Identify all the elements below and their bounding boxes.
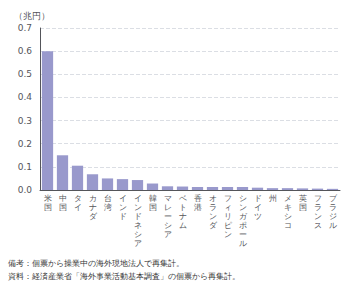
svg-text:ア: ア — [164, 230, 172, 239]
svg-text:シ: シ — [284, 212, 292, 221]
svg-text:シ: シ — [239, 194, 247, 203]
svg-text:国: 国 — [59, 203, 67, 212]
svg-text:イ: イ — [74, 203, 82, 212]
svg-text:ラ: ラ — [209, 203, 217, 212]
svg-text:コ: コ — [284, 221, 292, 230]
svg-text:ネ: ネ — [134, 221, 142, 230]
svg-text:ル: ル — [239, 239, 247, 248]
svg-text:ガ: ガ — [239, 212, 248, 221]
svg-text:ン: ン — [119, 203, 127, 212]
svg-text:キ: キ — [284, 203, 292, 212]
svg-text:0.4: 0.4 — [18, 92, 33, 102]
svg-text:ン: ン — [239, 203, 247, 212]
svg-text:ン: ン — [224, 230, 232, 239]
svg-text:イ: イ — [254, 203, 262, 212]
svg-text:ア: ア — [134, 239, 142, 248]
svg-text:ン: ン — [314, 212, 322, 221]
svg-text:備考：個票から操業中の海外現地法人で再集計。: 備考：個票から操業中の海外現地法人で再集計。 — [8, 259, 184, 268]
svg-text:ベ: ベ — [179, 194, 187, 203]
svg-text:州: 州 — [269, 194, 277, 203]
svg-text:シ: シ — [134, 230, 142, 239]
svg-text:資料：経済産業省「海外事業活動基本調査」の個票から再集計。: 資料：経済産業省「海外事業活動基本調査」の個票から再集計。 — [8, 272, 240, 281]
svg-text:フ: フ — [314, 194, 322, 203]
svg-text:ム: ム — [179, 221, 187, 230]
svg-text:中: 中 — [59, 194, 67, 203]
svg-text:タ: タ — [74, 194, 82, 203]
svg-text:0.6: 0.6 — [18, 46, 33, 56]
svg-text:イ: イ — [134, 194, 142, 203]
svg-text:シ: シ — [164, 221, 172, 230]
svg-text:ポ: ポ — [239, 221, 247, 230]
svg-text:湾: 湾 — [104, 203, 112, 212]
svg-text:0.1: 0.1 — [18, 162, 32, 172]
svg-text:ツ: ツ — [254, 212, 262, 221]
svg-text:レ: レ — [164, 203, 172, 212]
svg-text:ド: ド — [254, 194, 262, 203]
svg-text:ド: ド — [134, 212, 142, 221]
svg-text:ブ: ブ — [329, 194, 338, 203]
svg-text:英: 英 — [299, 194, 307, 203]
svg-text:カ: カ — [89, 194, 97, 203]
svg-text:ダ: ダ — [89, 212, 98, 221]
svg-text:ー: ー — [164, 212, 172, 221]
svg-text:ピ: ピ — [224, 221, 232, 230]
svg-text:フ: フ — [224, 194, 232, 203]
svg-text:ナ: ナ — [89, 203, 97, 212]
svg-text:ラ: ラ — [314, 203, 322, 212]
svg-text:香: 香 — [194, 194, 202, 203]
svg-text:（兆円）: （兆円） — [14, 11, 50, 21]
svg-text:0.7: 0.7 — [18, 23, 32, 33]
svg-text:0.5: 0.5 — [18, 69, 32, 79]
svg-text:ナ: ナ — [179, 212, 187, 221]
svg-text:ラ: ラ — [329, 203, 337, 212]
svg-text:ス: ス — [314, 221, 322, 230]
svg-text:オ: オ — [209, 194, 217, 203]
svg-text:ト: ト — [179, 203, 187, 212]
svg-text:0.2: 0.2 — [18, 139, 32, 149]
svg-text:ジ: ジ — [329, 212, 337, 221]
svg-text:ン: ン — [209, 212, 217, 221]
svg-text:港: 港 — [194, 203, 202, 212]
svg-text:国: 国 — [44, 203, 52, 212]
svg-text:ル: ル — [329, 221, 337, 230]
svg-text:リ: リ — [224, 212, 232, 221]
svg-text:ィ: ィ — [224, 203, 232, 212]
svg-text:メ: メ — [284, 194, 292, 203]
svg-text:米: 米 — [44, 194, 52, 203]
svg-text:国: 国 — [149, 203, 157, 212]
svg-text:ン: ン — [134, 203, 142, 212]
svg-text:韓: 韓 — [149, 194, 157, 203]
svg-text:マ: マ — [164, 194, 172, 203]
svg-text:0.0: 0.0 — [18, 185, 33, 195]
svg-text:台: 台 — [104, 194, 112, 203]
svg-text:0.3: 0.3 — [18, 116, 32, 126]
svg-text:ー: ー — [239, 230, 247, 239]
svg-text:ド: ド — [119, 212, 127, 221]
svg-text:ダ: ダ — [209, 221, 218, 230]
svg-text:国: 国 — [299, 203, 307, 212]
svg-text:イ: イ — [119, 194, 127, 203]
